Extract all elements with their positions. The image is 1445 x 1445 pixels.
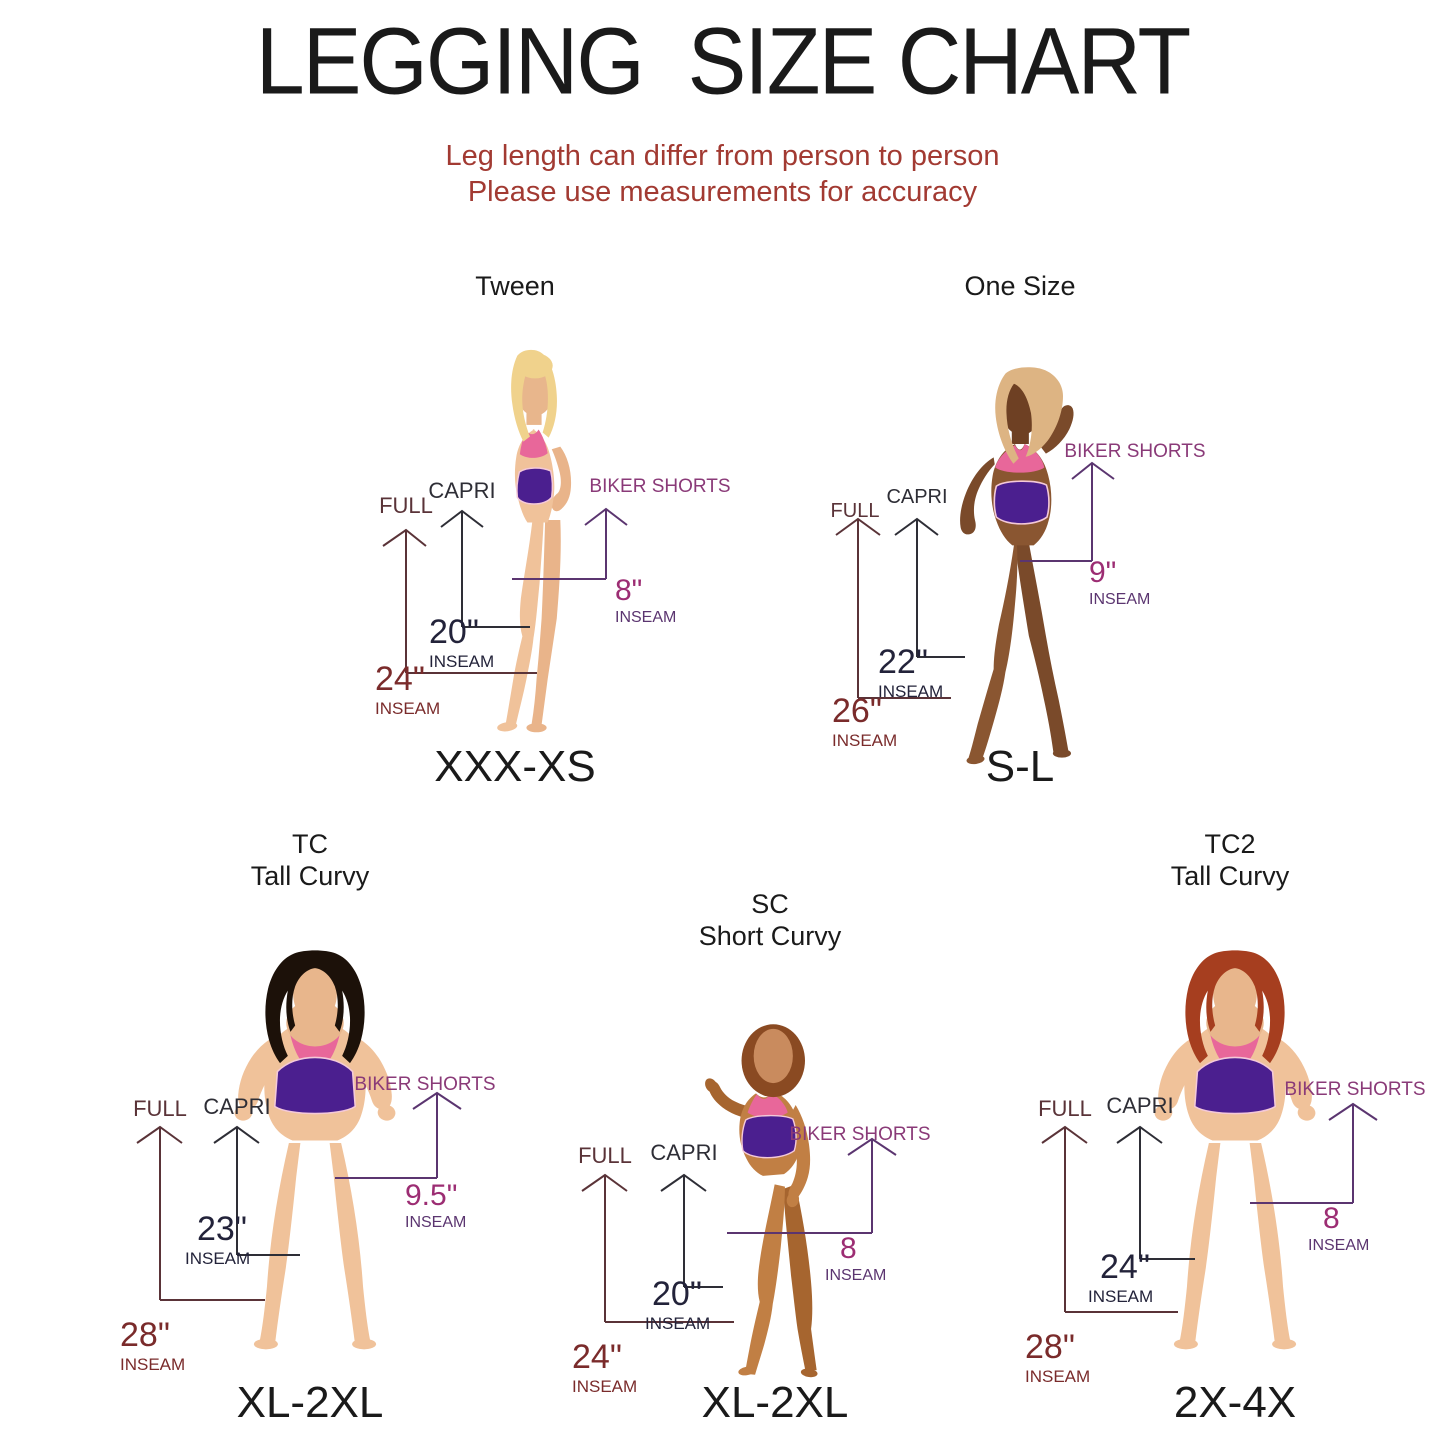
svg-text:INSEAM: INSEAM [429,652,494,671]
svg-text:24": 24" [572,1338,622,1376]
svg-text:INSEAM: INSEAM [878,682,943,701]
svg-text:FULL: FULL [1038,1096,1092,1121]
svg-text:BIKER SHORTS: BIKER SHORTS [1284,1079,1425,1100]
svg-text:8": 8" [615,574,642,607]
svg-text:24": 24" [375,660,425,698]
svg-text:26": 26" [832,692,882,730]
svg-text:BIKER SHORTS: BIKER SHORTS [1064,441,1205,462]
svg-text:8: 8 [840,1232,857,1265]
svg-text:20": 20" [429,613,479,651]
svg-text:CAPRI: CAPRI [650,1140,717,1165]
svg-text:28": 28" [120,1316,170,1354]
svg-text:INSEAM: INSEAM [375,699,440,718]
svg-text:FULL: FULL [831,500,880,522]
svg-text:8: 8 [1323,1202,1340,1235]
svg-text:INSEAM: INSEAM [615,609,676,626]
svg-text:INSEAM: INSEAM [1089,591,1150,608]
svg-text:INSEAM: INSEAM [185,1249,250,1268]
svg-text:BIKER SHORTS: BIKER SHORTS [789,1124,930,1145]
svg-text:CAPRI: CAPRI [886,486,947,508]
svg-text:INSEAM: INSEAM [645,1314,710,1333]
svg-text:CAPRI: CAPRI [428,478,495,503]
svg-text:BIKER SHORTS: BIKER SHORTS [589,476,730,497]
svg-text:9.5": 9.5" [405,1179,457,1212]
svg-text:INSEAM: INSEAM [405,1214,466,1231]
svg-text:22": 22" [878,643,928,681]
svg-text:INSEAM: INSEAM [1308,1237,1369,1254]
svg-text:28": 28" [1025,1328,1075,1366]
svg-text:CAPRI: CAPRI [1106,1093,1173,1118]
svg-text:INSEAM: INSEAM [1088,1287,1153,1306]
svg-text:23": 23" [197,1210,247,1248]
svg-text:BIKER SHORTS: BIKER SHORTS [354,1074,495,1095]
svg-text:CAPRI: CAPRI [203,1094,270,1119]
svg-text:INSEAM: INSEAM [825,1267,886,1284]
svg-text:FULL: FULL [578,1143,632,1168]
svg-text:20": 20" [652,1275,702,1313]
svg-text:FULL: FULL [133,1096,187,1121]
svg-text:24": 24" [1100,1248,1150,1286]
svg-text:INSEAM: INSEAM [120,1355,185,1374]
svg-text:9": 9" [1089,556,1116,589]
svg-text:FULL: FULL [379,493,433,518]
svg-text:INSEAM: INSEAM [832,731,897,750]
